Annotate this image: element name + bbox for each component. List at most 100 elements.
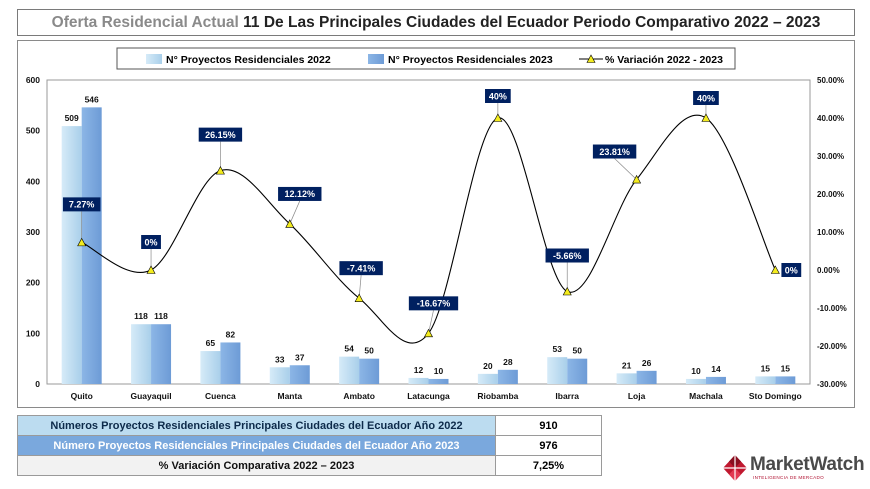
- summary-label: % Variación Comparativa 2022 – 2023: [17, 455, 496, 476]
- brand-name: MarketWatch: [750, 454, 865, 475]
- y2-tick-label: 10.00%: [817, 228, 844, 237]
- legend-marker-sample: [586, 54, 596, 63]
- x-tick-label: Ambato: [343, 391, 375, 401]
- variation-label-box: [62, 197, 101, 212]
- bar-2023: [497, 369, 518, 384]
- y2-tick-label: -30.00%: [817, 380, 847, 389]
- bar-2023: [359, 358, 380, 384]
- bar-value-label: 15: [761, 363, 771, 373]
- variation-label: 12.12%: [285, 189, 316, 199]
- summary-table: Números Proyectos Residenciales Principa…: [17, 415, 602, 476]
- brand-tagline: INTELIGENCIA DE MERCADO: [753, 475, 824, 480]
- bar-2022: [131, 324, 152, 384]
- bar-value-label: 14: [711, 364, 721, 374]
- y-tick-label: 200: [26, 278, 40, 288]
- x-tick-label: Loja: [628, 391, 646, 401]
- variation-marker: [562, 286, 572, 296]
- y2-tick-label: 20.00%: [817, 190, 844, 199]
- bar-value-label: 10: [691, 366, 701, 376]
- bar-value-label: 546: [85, 94, 99, 104]
- variation-marker: [770, 265, 780, 274]
- bar-value-label: 50: [572, 346, 582, 356]
- x-tick-label: Quito: [71, 391, 93, 401]
- bar-2022: [755, 376, 776, 384]
- marketwatch-logo-icon: [723, 455, 747, 481]
- variation-label-box: [198, 127, 243, 142]
- label-leader-line: [289, 200, 301, 225]
- bar-2022: [200, 351, 221, 384]
- variation-label: 0%: [785, 265, 798, 275]
- x-tick-label: Sto Domingo: [749, 391, 802, 401]
- bar-2023: [636, 370, 657, 384]
- y2-tick-label: -10.00%: [817, 304, 847, 313]
- variation-label: 7.27%: [69, 200, 95, 210]
- summary-label: Número Proyectos Residenciales Principal…: [17, 435, 496, 456]
- variation-line: [81, 114, 776, 344]
- variation-label-box: [408, 296, 459, 311]
- bar-value-label: 20: [483, 361, 493, 371]
- variation-label: 23.81%: [599, 147, 630, 157]
- y-tick-label: 500: [26, 126, 40, 136]
- bar-value-label: 37: [295, 352, 305, 362]
- x-tick-label: Ibarra: [555, 391, 579, 401]
- combo-chart: N° Proyectos Residenciales 2022 N° Proyec…: [26, 47, 847, 401]
- y2-tick-label: 50.00%: [817, 76, 844, 85]
- variation-label-box: [278, 186, 322, 201]
- y2-tick-label: 40.00%: [817, 114, 844, 123]
- bar-2022: [61, 126, 82, 385]
- bar-value-label: 21: [622, 360, 632, 370]
- variation-label: -7.41%: [347, 263, 376, 273]
- y-tick-label: 100: [26, 328, 40, 338]
- bar-2022: [616, 373, 637, 384]
- bar-value-label: 33: [275, 354, 285, 364]
- bar-value-label: 65: [206, 338, 216, 348]
- y-tick-label: 0: [35, 379, 40, 389]
- chart-axes: 0 100 200 300 400 500 600 -30.00% -20.00% -10.00%…: [26, 75, 847, 401]
- variation-label: -16.67%: [417, 299, 451, 309]
- bar-value-label: 26: [642, 358, 652, 368]
- bar-value-label: 50: [364, 346, 374, 356]
- y-tick-label: 300: [26, 227, 40, 237]
- bar-value-label: 54: [344, 344, 354, 354]
- variation-label: 26.15%: [205, 130, 236, 140]
- y-tick-label: 400: [26, 176, 40, 186]
- legend-label-2022: N° Proyectos Residenciales 2022: [166, 54, 331, 66]
- bar-2023: [151, 324, 172, 384]
- variation-label: 0%: [145, 237, 158, 247]
- variation-label-box: [592, 144, 637, 159]
- y2-tick-label: 0.00%: [817, 266, 840, 275]
- bar-value-label: 12: [414, 365, 424, 375]
- legend-label-variation: % Variación 2022 - 2023: [605, 54, 723, 66]
- bar-value-label: 509: [65, 113, 79, 123]
- label-leader-line: [428, 310, 434, 334]
- bar-2022: [339, 356, 360, 384]
- bar-2023: [705, 376, 726, 384]
- bar-2023: [81, 107, 102, 385]
- summary-row-2022: Números Proyectos Residenciales Principa…: [17, 415, 602, 436]
- variation-marker: [146, 265, 156, 274]
- variation-label-box: [693, 91, 719, 105]
- bar-value-label: 10: [434, 366, 444, 376]
- legend-swatch-2023: [368, 54, 384, 64]
- chart-title-prefix: Oferta Residencial Actual: [51, 14, 239, 31]
- variation-label: 40%: [697, 93, 715, 103]
- chart-frame: [17, 40, 855, 408]
- y-tick-label: 600: [26, 75, 40, 85]
- x-tick-label: Cuenca: [205, 391, 236, 401]
- variation-marker: [493, 113, 503, 122]
- variation-label: 40%: [489, 91, 507, 101]
- variation-marker: [354, 293, 364, 302]
- y2-tick-label: -20.00%: [817, 342, 847, 351]
- bar-2022: [685, 378, 706, 384]
- variation-label-box: [485, 89, 511, 103]
- label-leader-line: [614, 158, 637, 180]
- variation-marker: [632, 174, 642, 184]
- bar-value-label: 53: [552, 344, 562, 354]
- variation-marker: [215, 165, 225, 175]
- variation-label: -5.66%: [553, 251, 582, 261]
- bar-value-label: 15: [781, 363, 791, 373]
- variation-marker: [701, 113, 711, 122]
- x-tick-label: Latacunga: [407, 391, 450, 401]
- legend-swatch-2022: [146, 54, 162, 64]
- summary-row-variation: % Variación Comparativa 2022 – 2023 7,25…: [17, 455, 602, 476]
